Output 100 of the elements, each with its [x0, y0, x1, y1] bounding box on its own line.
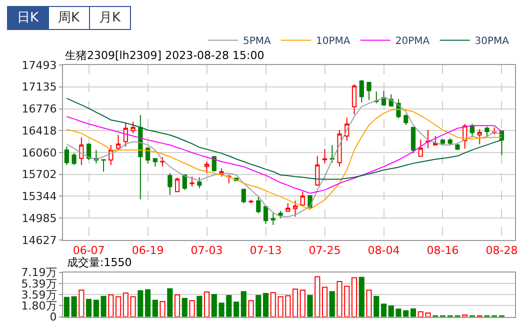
bar: [204, 292, 210, 317]
bar: [410, 308, 416, 317]
text: 月K: [99, 10, 121, 26]
bar: [86, 298, 92, 317]
candlestick: [330, 144, 334, 164]
bar: [116, 296, 122, 317]
y-tick-label: 17493: [22, 58, 57, 72]
legend-label: 20PMA: [395, 36, 430, 48]
bar: [366, 290, 372, 317]
x-tick-label: 08-28: [486, 244, 518, 258]
bar: [78, 290, 84, 317]
bar: [167, 288, 173, 317]
candlestick: [440, 138, 446, 146]
bar: [374, 296, 380, 317]
candlestick: [286, 202, 290, 212]
bar: [145, 289, 151, 317]
bar: [174, 294, 180, 317]
candlestick: [190, 176, 194, 188]
bar: [196, 296, 202, 317]
legend-label: 10PMA: [316, 36, 350, 48]
bar: [256, 294, 262, 317]
x-tick-label: 07-03: [190, 244, 223, 258]
bar: [189, 300, 195, 317]
x-tick-label: 07-13: [250, 244, 282, 258]
candlestick: [484, 126, 490, 136]
bar: [108, 294, 114, 317]
line-series: [66, 108, 502, 210]
bar: [100, 296, 106, 317]
y-tick-label: 14985: [22, 212, 57, 225]
text: 日K: [17, 10, 39, 26]
candlestick: [322, 148, 328, 164]
candlestick: [404, 114, 408, 126]
line-series: [66, 116, 502, 194]
x-tick-label: 07-25: [308, 244, 341, 258]
candlestick: [145, 146, 150, 164]
y-tick-label: 16418: [22, 124, 57, 138]
candlestick: [168, 172, 172, 196]
x-tick-label: 08-04: [368, 244, 400, 258]
candlestick: [72, 152, 76, 166]
candlestick: [426, 130, 430, 149]
candlestick: [315, 155, 320, 186]
bar: [182, 298, 188, 317]
y-tick-label: 3.59万: [21, 288, 57, 302]
candlestick: [263, 206, 268, 224]
bar: [138, 290, 144, 317]
candlestick: [270, 212, 276, 226]
candlestick: [160, 156, 165, 168]
candlestick: [410, 126, 416, 154]
candlestick: [212, 156, 216, 172]
bar: [322, 286, 328, 317]
y-tick-label: 15344: [22, 190, 57, 203]
bar: [211, 294, 217, 317]
y-tick-label: 1.80万: [21, 300, 57, 312]
candlestick: [123, 122, 128, 148]
candlestick: [130, 121, 136, 134]
candlestick: [248, 199, 254, 204]
bar: [130, 296, 136, 317]
bar: [314, 276, 320, 317]
candlestick: [455, 142, 460, 150]
candlestick: [182, 174, 187, 190]
x-tick-label: 06-19: [132, 244, 164, 258]
legend-label: 30PMA: [474, 36, 510, 48]
legend-label: 5PMA: [243, 36, 272, 48]
candlestick: [448, 138, 452, 146]
candlestick: [337, 130, 342, 168]
candlestick: [278, 210, 283, 219]
y-tick-label: 16060: [22, 146, 57, 160]
line-series: [66, 98, 502, 180]
bar: [64, 296, 70, 317]
candlestick: [366, 82, 372, 100]
candlestick: [292, 200, 298, 218]
bar: [358, 276, 364, 317]
candlestick: [433, 135, 438, 146]
bar: [240, 291, 246, 317]
y-tick-label: 5.39万: [21, 277, 57, 290]
x-tick-label: 06-07: [72, 244, 105, 258]
y-tick-label: 15702: [22, 168, 57, 182]
candlestick: [418, 138, 423, 158]
bar: [152, 300, 158, 317]
candlestick: [86, 142, 92, 160]
chart-title: 生猪2309[lh2309] 2023-08-28 15:00: [65, 49, 264, 62]
candlestick: [138, 114, 143, 200]
bar: [329, 291, 335, 317]
candlestick: [359, 80, 364, 104]
bar: [262, 293, 269, 317]
candlestick: [197, 176, 202, 189]
bar: [160, 301, 166, 317]
candlestick: [477, 128, 482, 145]
y-tick-label: 0: [50, 310, 57, 324]
candlestick: [116, 134, 121, 150]
bar: [300, 290, 306, 317]
bar: [233, 302, 240, 317]
candlestick: [152, 158, 158, 168]
bar: [380, 304, 387, 317]
chart-title: 成交量:1550: [67, 256, 132, 269]
y-tick-label: 7.19万: [21, 266, 57, 280]
line-series: [66, 97, 502, 218]
bar: [93, 300, 99, 317]
text: 周K: [58, 10, 80, 26]
candlestick: [241, 188, 246, 204]
